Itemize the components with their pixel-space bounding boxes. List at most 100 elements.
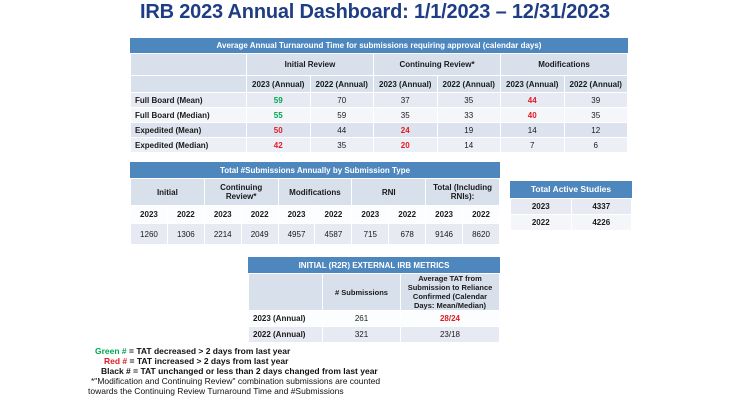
footnote-text: = TAT decreased > 2 days from last year — [126, 346, 291, 356]
external-irb-subheader-row: # Submissions Average TAT from Submissio… — [248, 273, 500, 311]
group-header-continuing-review: Continuing Review* — [373, 53, 501, 76]
value-cell: 14 — [500, 122, 565, 138]
year-header: 2023 (Annual) — [500, 75, 565, 93]
value-cell: 28/24 — [400, 310, 500, 327]
year-header: 2022 (Annual) — [309, 75, 374, 93]
turnaround-group-row: Initial Review Continuing Review* Modifi… — [130, 53, 628, 76]
value-cell: 24 — [373, 122, 438, 138]
value-cell: 2214 — [203, 223, 242, 245]
value-cell: 39 — [563, 92, 628, 108]
value-cell: 44 — [309, 122, 374, 138]
table-row: 2022 4226 — [510, 214, 632, 231]
value-cell: 1306 — [166, 223, 205, 245]
blank-cell — [130, 75, 247, 93]
value-cell: 4587 — [314, 223, 353, 245]
value-cell: 55 — [246, 107, 311, 123]
table-row: 2023 4337 — [510, 198, 632, 215]
value-cell: 715 — [351, 223, 390, 245]
year-cell: 2023 — [510, 198, 572, 215]
value-cell: 35 — [436, 92, 501, 108]
footnote-black: Black # = TAT unchanged or less than 2 d… — [101, 366, 378, 376]
value-cell: 35 — [373, 107, 438, 123]
year-header: 2023 — [203, 205, 242, 224]
submissions-group-row: Initial Continuing Review* Modifications… — [130, 178, 500, 206]
footnote-text: = TAT increased > 2 days from last year — [127, 356, 289, 366]
value-cell: 7 — [500, 137, 565, 153]
table-row-full-board-median: Full Board (Median) 55 59 35 33 40 35 — [130, 107, 628, 123]
value-cell: 59 — [309, 107, 374, 123]
group-header-total: Total (Including RNIs): — [425, 178, 500, 206]
value-cell: 20 — [373, 137, 438, 153]
year-header: 2023 — [425, 205, 464, 224]
red-key: Red # — [104, 356, 128, 366]
year-header: 2023 — [130, 205, 168, 224]
value-cell: 8620 — [462, 223, 500, 245]
value-cell: 9146 — [425, 223, 464, 245]
blank-cell — [248, 273, 323, 311]
footnote-green: Green # = TAT decreased > 2 days from la… — [95, 346, 408, 356]
value-cell: 4337 — [570, 198, 632, 215]
row-label: 2023 (Annual) — [248, 310, 323, 327]
year-header: 2022 (Annual) — [436, 75, 501, 93]
blank-cell — [130, 53, 247, 76]
turnaround-table-header: Average Annual Turnaround Time for submi… — [130, 38, 628, 53]
table-row-full-board-mean: Full Board (Mean) 59 70 37 35 44 39 — [130, 92, 628, 108]
year-header: 2022 (Annual) — [563, 75, 628, 93]
value-cell: 4226 — [570, 214, 632, 231]
group-header-initial-review: Initial Review — [246, 53, 374, 76]
active-studies-table: Total Active Studies 2023 4337 2022 4226 — [510, 181, 632, 231]
value-cell: 59 — [246, 92, 311, 108]
group-header-continuing-review: Continuing Review* — [203, 178, 279, 206]
value-cell: 12 — [563, 122, 628, 138]
value-cell: 37 — [373, 92, 438, 108]
table-row-expedited-median: Expedited (Median) 42 35 20 14 7 6 — [130, 137, 628, 153]
year-header: 2023 — [277, 205, 316, 224]
value-cell: 6 — [563, 137, 628, 153]
submissions-table: Total #Submissions Annually by Submissio… — [130, 162, 500, 245]
value-cell: 40 — [500, 107, 565, 123]
row-label: Expedited (Median) — [130, 137, 247, 153]
footnote-combo-1: *"Modification and Continuing Review" co… — [91, 376, 381, 386]
value-cell: 321 — [322, 326, 401, 343]
value-cell: 44 — [500, 92, 565, 108]
row-label: Full Board (Median) — [130, 107, 247, 123]
year-header: 2023 (Annual) — [246, 75, 311, 93]
year-header: 2022 — [462, 205, 500, 224]
value-cell: 261 — [322, 310, 401, 327]
row-label: Expedited (Mean) — [130, 122, 247, 138]
year-header: 2022 — [240, 205, 279, 224]
value-cell: 42 — [246, 137, 311, 153]
year-header: 2022 — [388, 205, 427, 224]
group-header-rni: RNI — [351, 178, 427, 206]
submissions-value-row: 1260 1306 2214 2049 4957 4587 715 678 91… — [130, 223, 500, 245]
submissions-year-row: 2023 2022 2023 2022 2023 2022 2023 2022 … — [130, 205, 500, 224]
value-cell: 50 — [246, 122, 311, 138]
table-row-2023: 2023 (Annual) 261 28/24 — [248, 310, 500, 327]
group-header-initial: Initial — [130, 178, 205, 206]
table-row-expedited-mean: Expedited (Mean) 50 44 24 19 14 12 — [130, 122, 628, 138]
submissions-table-header: Total #Submissions Annually by Submissio… — [130, 162, 500, 178]
footnote-combo-2: towards the Continuing Review Turnaround… — [88, 386, 344, 396]
year-header: 2022 — [314, 205, 353, 224]
external-irb-table: INITIAL (R2R) EXTERNAL IRB METRICS # Sub… — [248, 257, 500, 343]
value-cell: 14 — [436, 137, 501, 153]
value-cell: 35 — [563, 107, 628, 123]
col-header-submissions: # Submissions — [322, 273, 401, 311]
group-header-modifications: Modifications — [277, 178, 353, 206]
year-header: 2023 — [351, 205, 390, 224]
year-header: 2022 — [166, 205, 205, 224]
year-cell: 2022 — [510, 214, 572, 231]
row-label: 2022 (Annual) — [248, 326, 323, 343]
value-cell: 23/18 — [400, 326, 500, 343]
page-title: IRB 2023 Annual Dashboard: 1/1/2023 – 12… — [140, 1, 610, 23]
value-cell: 33 — [436, 107, 501, 123]
value-cell: 1260 — [130, 223, 168, 245]
active-studies-header: Total Active Studies — [510, 181, 632, 198]
value-cell: 70 — [309, 92, 374, 108]
value-cell: 678 — [388, 223, 427, 245]
year-header: 2023 (Annual) — [373, 75, 438, 93]
group-header-modifications: Modifications — [500, 53, 628, 76]
green-key: Green # — [95, 346, 127, 356]
value-cell: 35 — [309, 137, 374, 153]
